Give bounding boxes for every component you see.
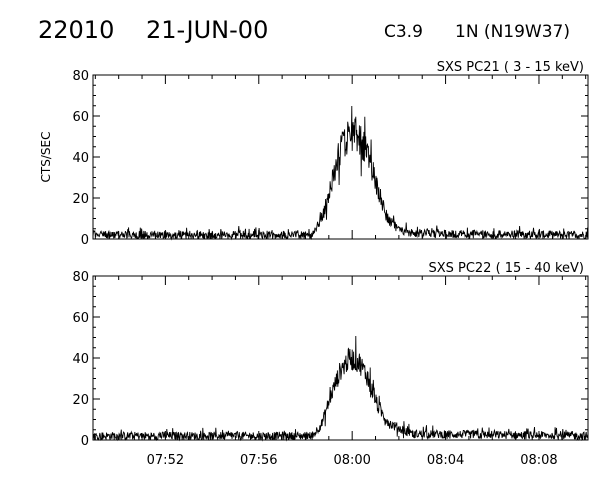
- x-tick-label: 07:56: [240, 453, 277, 468]
- y-tick-label: 60: [72, 311, 89, 326]
- y-tick-label: 40: [72, 151, 89, 166]
- x-tick-label: 08:04: [427, 453, 464, 468]
- series-line: [92, 335, 589, 442]
- series-line: [92, 105, 589, 241]
- event-id: 22010: [38, 16, 115, 44]
- event-date: 21-JUN-00: [146, 16, 269, 44]
- x-tick-label: 08:00: [333, 453, 370, 468]
- y-tick-label: 80: [72, 270, 89, 285]
- chart-panel-pc21: SXS PC21 ( 3 - 15 keV) CTS/SEC 0 20 40 60 80: [39, 60, 589, 248]
- y-tick-label: 20: [72, 393, 89, 408]
- flare-class: C3.9: [384, 22, 423, 42]
- chart-title: SXS PC22 ( 15 - 40 keV): [428, 261, 584, 276]
- y-axis-label: CTS/SEC: [39, 132, 53, 183]
- flare-location: 1N (N19W37): [455, 22, 570, 42]
- x-tick-label: 07:52: [147, 453, 184, 468]
- chart-title: SXS PC21 ( 3 - 15 keV): [437, 60, 584, 75]
- x-tick-label: 08:08: [520, 453, 557, 468]
- plot-frame: [92, 275, 589, 441]
- plot-frame: [92, 74, 589, 240]
- y-tick-label: 60: [72, 110, 89, 125]
- y-tick-label: 40: [72, 352, 89, 367]
- y-tick-label: 20: [72, 192, 89, 207]
- y-tick-label: 80: [72, 69, 89, 84]
- y-tick-label: 0: [81, 434, 89, 449]
- chart-panel-pc22: SXS PC22 ( 15 - 40 keV) 0 20 40 60 80 07:52 07…: [72, 261, 589, 468]
- y-tick-label: 0: [81, 233, 89, 248]
